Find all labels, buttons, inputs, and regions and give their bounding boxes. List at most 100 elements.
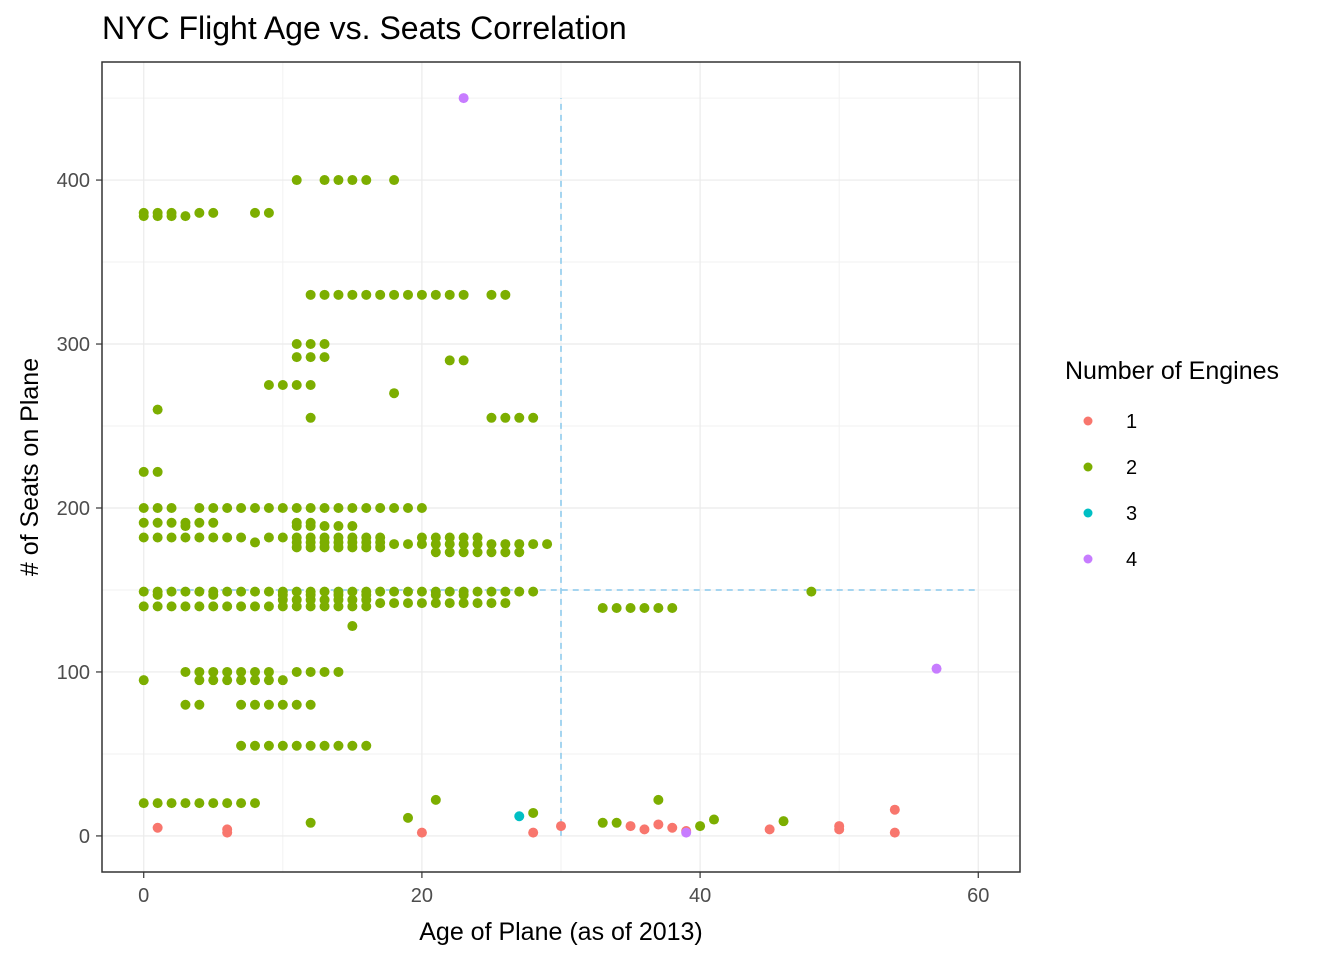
point-engines-2 <box>194 517 205 528</box>
point-engines-2 <box>263 532 274 543</box>
point-engines-2 <box>472 586 483 597</box>
point-engines-1 <box>889 804 900 815</box>
point-engines-2 <box>486 412 497 423</box>
point-engines-2 <box>319 289 330 300</box>
legend-key-1 <box>1083 416 1093 426</box>
x-tick-label: 60 <box>967 885 989 907</box>
point-engines-2 <box>416 502 427 513</box>
point-engines-2 <box>319 586 330 597</box>
point-engines-1 <box>152 822 163 833</box>
point-engines-1 <box>889 827 900 838</box>
point-engines-2 <box>416 598 427 609</box>
point-engines-2 <box>180 666 191 677</box>
point-engines-2 <box>472 598 483 609</box>
point-engines-2 <box>389 289 400 300</box>
data-points <box>138 93 942 838</box>
point-engines-2 <box>389 598 400 609</box>
point-engines-2 <box>194 601 205 612</box>
point-engines-2 <box>361 740 372 751</box>
point-engines-2 <box>263 207 274 218</box>
point-engines-2 <box>806 586 817 597</box>
point-engines-2 <box>389 539 400 550</box>
point-engines-2 <box>319 175 330 186</box>
point-engines-2 <box>514 586 525 597</box>
point-engines-2 <box>416 289 427 300</box>
point-engines-2 <box>180 532 191 543</box>
point-engines-2 <box>444 355 455 366</box>
reference-lines <box>143 98 979 836</box>
point-engines-2 <box>514 412 525 423</box>
point-engines-2 <box>138 532 149 543</box>
point-engines-2 <box>305 502 316 513</box>
point-engines-2 <box>152 404 163 415</box>
point-engines-2 <box>138 517 149 528</box>
point-engines-2 <box>472 539 483 550</box>
point-engines-2 <box>180 798 191 809</box>
point-engines-2 <box>333 175 344 186</box>
point-engines-2 <box>263 380 274 391</box>
point-engines-2 <box>250 601 260 612</box>
point-engines-2 <box>500 586 511 597</box>
point-engines-2 <box>778 816 789 827</box>
point-engines-1 <box>834 821 845 832</box>
point-engines-2 <box>277 675 288 686</box>
point-engines-2 <box>305 380 316 391</box>
point-engines-2 <box>500 539 511 550</box>
point-engines-2 <box>291 740 302 751</box>
legend: Number of Engines 1 2 3 4 <box>1065 357 1279 571</box>
point-engines-2 <box>375 598 386 609</box>
point-engines-2 <box>166 502 177 513</box>
point-engines-2 <box>291 666 302 677</box>
point-engines-2 <box>333 502 344 513</box>
point-engines-2 <box>458 598 469 609</box>
point-engines-2 <box>291 521 302 532</box>
point-engines-2 <box>486 586 497 597</box>
point-engines-2 <box>166 586 177 597</box>
point-engines-2 <box>403 289 413 300</box>
point-engines-2 <box>597 603 608 614</box>
point-engines-2 <box>458 355 469 366</box>
point-engines-2 <box>166 517 177 528</box>
point-engines-2 <box>222 601 233 612</box>
point-engines-2 <box>250 675 260 686</box>
point-engines-1 <box>625 821 636 832</box>
point-engines-2 <box>347 502 358 513</box>
point-engines-2 <box>263 699 274 710</box>
point-engines-2 <box>389 502 400 513</box>
point-engines-2 <box>389 175 400 186</box>
point-engines-2 <box>528 807 539 818</box>
point-engines-2 <box>486 547 497 558</box>
point-engines-2 <box>542 539 553 550</box>
x-tick-label: 20 <box>411 885 433 907</box>
point-engines-2 <box>208 798 219 809</box>
point-engines-1 <box>416 827 427 838</box>
point-engines-2 <box>250 666 260 677</box>
point-engines-2 <box>361 289 372 300</box>
point-engines-2 <box>263 740 274 751</box>
legend-label-3: 3 <box>1126 503 1137 525</box>
point-engines-2 <box>709 814 719 825</box>
point-engines-2 <box>347 621 358 632</box>
point-engines-2 <box>291 339 302 350</box>
point-engines-2 <box>361 542 372 553</box>
point-engines-2 <box>222 675 233 686</box>
point-engines-3 <box>514 811 525 822</box>
plot-panel-border <box>101 61 1021 873</box>
point-engines-2 <box>180 211 191 222</box>
point-engines-2 <box>333 601 344 612</box>
legend-key-3 <box>1083 508 1093 518</box>
legend-title: Number of Engines <box>1065 357 1279 385</box>
point-engines-2 <box>152 798 163 809</box>
point-engines-2 <box>305 601 316 612</box>
point-engines-2 <box>208 666 219 677</box>
point-engines-2 <box>208 532 219 543</box>
point-engines-2 <box>597 817 608 828</box>
point-engines-2 <box>291 175 302 186</box>
point-engines-2 <box>430 794 441 805</box>
legend-label-4: 4 <box>1126 549 1137 571</box>
point-engines-2 <box>277 699 288 710</box>
point-engines-2 <box>208 601 219 612</box>
y-tick-label: 0 <box>79 826 90 848</box>
point-engines-2 <box>305 339 316 350</box>
point-engines-2 <box>375 586 386 597</box>
